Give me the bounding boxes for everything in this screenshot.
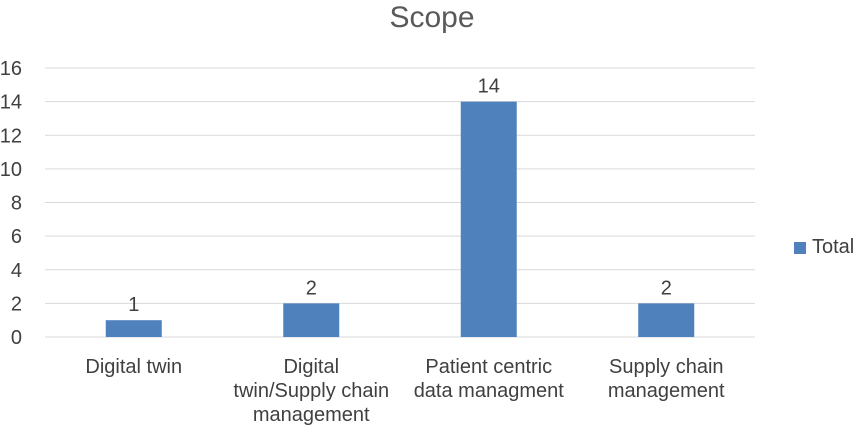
- bar: [638, 303, 695, 337]
- data-label: 1: [128, 294, 139, 316]
- y-tick-label: 12: [0, 125, 22, 147]
- x-tick-label: Patient centric data managment: [399, 355, 579, 403]
- y-tick-label: 4: [11, 260, 22, 282]
- x-tick-label-line: Patient centric: [425, 356, 553, 378]
- x-tick-label-line: Digital twin: [85, 356, 183, 378]
- y-tick-label: 16: [0, 58, 22, 80]
- x-tick-label-line: twin/Supply chain: [233, 380, 390, 402]
- x-tick-label: Supply chain management: [576, 355, 756, 403]
- x-tick-label: Digital twin/Supply chain management: [221, 355, 401, 427]
- bar: [283, 303, 340, 337]
- data-label: 14: [478, 76, 500, 98]
- x-tick-label: Digital twin: [44, 355, 224, 379]
- y-tick-label: 6: [11, 226, 22, 248]
- y-tick-label: 10: [0, 159, 22, 181]
- x-tick-label-line: data managment: [413, 380, 564, 402]
- bar: [460, 101, 517, 337]
- y-tick-label: 8: [11, 193, 22, 215]
- legend-label-total: Total: [812, 236, 855, 258]
- x-tick-label-line: management: [252, 404, 370, 426]
- legend-swatch-total: [794, 241, 806, 254]
- y-tick-label: 2: [11, 293, 22, 315]
- y-tick-label: 14: [0, 92, 22, 114]
- x-tick-label-line: Digital: [283, 356, 340, 378]
- data-label: 2: [661, 277, 672, 299]
- legend: Total: [794, 236, 854, 259]
- y-tick-label: 0: [11, 327, 22, 349]
- x-tick-label-line: Supply chain: [608, 356, 724, 378]
- bar: [105, 320, 162, 337]
- data-label: 2: [306, 277, 317, 299]
- chart-title: Scope: [389, 1, 475, 34]
- x-tick-label-line: management: [607, 380, 725, 402]
